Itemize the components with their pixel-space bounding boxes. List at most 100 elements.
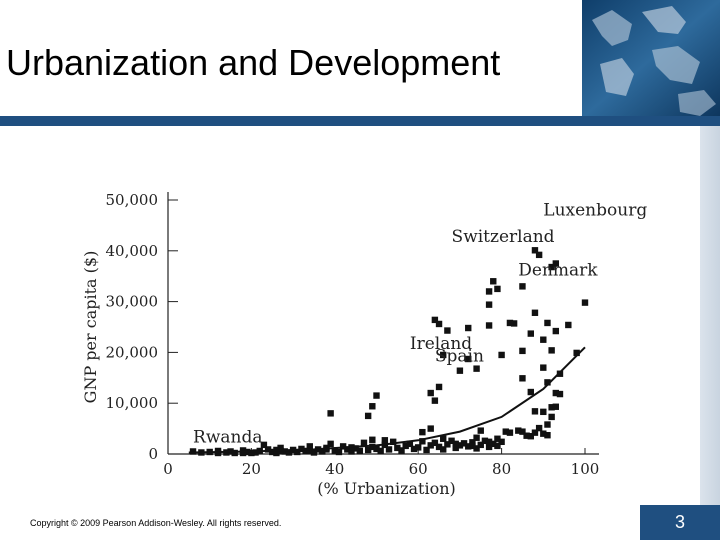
data-point: [485, 443, 493, 451]
data-point: [469, 439, 476, 446]
data-point: [381, 437, 389, 444]
data-point: [339, 443, 347, 450]
data-point: [527, 433, 534, 440]
data-point: [485, 301, 493, 308]
data-point: [344, 446, 351, 453]
data-point: [531, 247, 539, 254]
data-point: [498, 351, 505, 359]
data-point: [431, 397, 439, 404]
data-point: [477, 427, 484, 434]
data-point: [473, 434, 480, 441]
data-point: [465, 355, 472, 363]
data-point: [565, 321, 572, 329]
data-point: [544, 432, 551, 439]
data-point: [544, 379, 551, 386]
x-axis-label: (% Urbanization): [317, 479, 456, 498]
globe-image: [582, 0, 720, 118]
data-point: [369, 403, 376, 410]
trendline: [188, 346, 586, 454]
data-point: [260, 441, 268, 449]
data-point: [369, 436, 376, 443]
data-point: [548, 347, 555, 354]
data-point: [360, 439, 368, 447]
data-point: [573, 349, 580, 357]
point-label: Rwanda: [193, 427, 262, 447]
data-point: [389, 438, 397, 446]
data-point: [490, 440, 497, 448]
point-label: Denmark: [518, 260, 598, 280]
chart-ticks: 0 10,000 20,000 30,000 40,000 50,000 0 20 40 60 80…: [106, 191, 600, 478]
data-point: [540, 364, 547, 371]
footer: [0, 505, 720, 540]
data-point: [398, 447, 405, 454]
data-point: [356, 447, 364, 455]
data-point: [481, 437, 489, 444]
data-point: [431, 439, 439, 447]
data-point: [452, 440, 459, 448]
data-point: [519, 375, 526, 382]
data-point: [465, 443, 472, 450]
data-point: [452, 444, 459, 452]
data-point: [519, 283, 526, 290]
data-point: [231, 449, 238, 457]
data-point: [490, 278, 497, 285]
data-point: [385, 446, 393, 453]
data-point: [369, 443, 376, 451]
data-point: [281, 448, 288, 455]
data-point: [535, 424, 543, 432]
data-point: [435, 383, 443, 391]
data-point: [531, 309, 539, 316]
data-point: [527, 330, 534, 337]
data-point: [335, 448, 343, 456]
data-point: [531, 429, 539, 436]
data-point: [469, 442, 476, 450]
data-point: [552, 403, 560, 410]
data-point: [456, 367, 464, 374]
data-point: [419, 428, 426, 436]
data-point: [581, 299, 589, 306]
data-point: [531, 408, 539, 415]
data-point: [519, 428, 526, 435]
data-point: [306, 443, 313, 450]
data-point: [402, 442, 409, 450]
data-point: [377, 447, 384, 455]
data-point: [373, 392, 380, 399]
data-point: [510, 320, 518, 327]
data-point: [485, 288, 493, 295]
data-point: [485, 322, 493, 329]
data-point: [269, 448, 276, 456]
side-strip: [700, 126, 720, 506]
x-tick-label: 0: [163, 460, 173, 478]
data-point: [440, 446, 447, 453]
point-label: Ireland: [410, 334, 472, 354]
data-point: [294, 448, 301, 456]
data-point: [473, 365, 480, 372]
scatter-chart: 0 10,000 20,000 30,000 40,000 50,000 0 20 40 60 80…: [81, 191, 647, 498]
copyright-text: Copyright © 2009 Pearson Addison-Wesley.…: [30, 518, 282, 528]
x-tick-label: 60: [409, 460, 428, 478]
data-point: [310, 449, 318, 456]
data-point: [394, 444, 401, 452]
data-point: [239, 449, 247, 457]
data-point: [444, 327, 451, 334]
data-point: [465, 324, 472, 332]
data-point: [444, 441, 451, 448]
data-point: [552, 260, 560, 267]
data-point: [506, 429, 514, 436]
data-point: [440, 435, 447, 442]
data-point: [285, 449, 293, 456]
title-rule: [0, 116, 720, 126]
data-point: [506, 319, 514, 327]
data-point: [540, 408, 547, 416]
data-point: [448, 437, 455, 444]
data-point: [548, 413, 555, 421]
data-point: [431, 316, 439, 324]
data-point: [406, 440, 414, 448]
x-tick-label: 20: [242, 460, 261, 478]
data-point: [540, 336, 547, 343]
data-point: [498, 438, 505, 446]
x-tick-label: 100: [571, 460, 600, 478]
data-point: [427, 389, 434, 397]
data-point: [544, 421, 551, 428]
data-point: [306, 447, 313, 455]
